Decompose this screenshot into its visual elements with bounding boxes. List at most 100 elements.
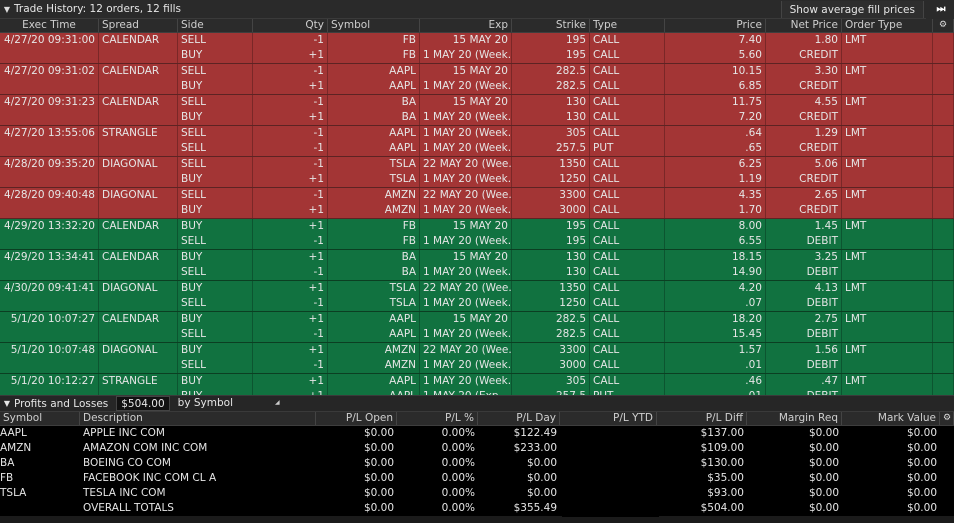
symbol-cell: AMZN [328, 203, 420, 218]
order-group[interactable]: 4/27/20 09:31:23 CALENDAR SELL -1 BA 15 MAY 2… [0, 95, 954, 126]
order-leg-row[interactable]: SELL -1 AMZN 1 MAY 20 (Week... 3000 CALL .01 DE… [0, 358, 954, 373]
order-leg-row[interactable]: 4/27/20 13:55:06 STRANGLE SELL -1 AAPL 1 MAY … [0, 126, 954, 141]
col-symbol[interactable]: Symbol [328, 19, 420, 32]
pl-row[interactable]: TSLA TESLA INC COM $0.00 0.00% $0.00 $93.00 $0… [0, 486, 954, 501]
mark-value-cell: $0.00 [906, 472, 937, 484]
spacer-cell [940, 486, 954, 501]
group-by-dropdown[interactable]: by Symbol ◢ [176, 396, 282, 411]
order-leg-row[interactable]: BUY +1 FB 1 MAY 20 (Week... 195 CALL 5.60 CREDI… [0, 48, 954, 63]
col-mark-value[interactable]: Mark Value [842, 412, 940, 425]
net-price-cell: CREDIT [766, 79, 842, 94]
col-pl-pct[interactable]: P/L % [397, 412, 478, 425]
exec-time-cell: 5/1/20 10:07:48 [0, 343, 99, 358]
side-cell: BUY [178, 312, 253, 327]
spacer-cell [933, 219, 954, 234]
order-group[interactable]: 4/27/20 13:55:06 STRANGLE SELL -1 AAPL 1 MAY … [0, 126, 954, 157]
order-leg-row[interactable]: 4/27/20 09:31:00 CALENDAR SELL -1 FB 15 MAY 2… [0, 33, 954, 48]
exp-cell: 22 MAY 20 (Wee... [420, 281, 512, 296]
order-group[interactable]: 4/29/20 13:32:20 CALENDAR BUY +1 FB 15 MAY 20… [0, 219, 954, 250]
order-group[interactable]: 5/1/20 10:07:48 DIAGONAL BUY +1 AMZN 22 MAY 2… [0, 343, 954, 374]
col-side[interactable]: Side [178, 19, 253, 32]
net-price-cell: DEBIT [766, 265, 842, 280]
pl-totals-row[interactable]: OVERALL TOTALS $0.00 0.00% $355.49 $504.00 $0… [0, 501, 954, 516]
qty-cell: +1 [253, 110, 328, 125]
order-leg-row[interactable]: 5/1/20 10:07:48 DIAGONAL BUY +1 AMZN 22 MAY 2… [0, 343, 954, 358]
order-leg-row[interactable]: SELL -1 AAPL 1 MAY 20 (Week... 257.5 PUT .65 CR… [0, 141, 954, 156]
order-group[interactable]: 4/28/20 09:35:20 DIAGONAL SELL -1 TSLA 22 MAY… [0, 157, 954, 188]
col-qty[interactable]: Qty [253, 19, 328, 32]
settings-gear-icon[interactable]: ⚙ [933, 19, 954, 32]
price-cell: 11.75 [665, 95, 766, 110]
pl-row[interactable]: BA BOEING CO COM $0.00 0.00% $0.00 $130.00 $0.… [0, 456, 954, 471]
pl-day-cell: $355.49 [513, 502, 557, 514]
panel-toggle-icon[interactable]: ⏭ [926, 0, 954, 19]
pl-header[interactable]: ▼ Profits and Losses $504.00 by Symbol ◢ [0, 395, 954, 412]
order-leg-row[interactable]: 4/28/20 09:40:48 DIAGONAL SELL -1 AMZN 22 MAY… [0, 188, 954, 203]
col-strike[interactable]: Strike [512, 19, 590, 32]
order-type-cell: LMT [842, 219, 933, 234]
symbol-cell: FB [328, 48, 420, 63]
qty-cell: +1 [253, 343, 328, 358]
col-pl-description[interactable]: Description [80, 412, 316, 425]
col-price[interactable]: Price [665, 19, 766, 32]
order-group[interactable]: 4/28/20 09:40:48 DIAGONAL SELL -1 AMZN 22 MAY… [0, 188, 954, 219]
order-leg-row[interactable]: 4/27/20 09:31:02 CALENDAR SELL -1 AAPL 15 MAY… [0, 64, 954, 79]
type-cell: CALL [590, 234, 665, 249]
pl-row[interactable]: FB FACEBOOK INC COM CL A $0.00 0.00% $0.00 $3… [0, 471, 954, 486]
order-leg-row[interactable]: SELL -1 TSLA 1 MAY 20 (Week... 1250 CALL .07 DE… [0, 296, 954, 311]
collapse-chevron-icon[interactable]: ▼ [3, 399, 11, 408]
col-pl-symbol[interactable]: Symbol [0, 412, 80, 425]
net-price-cell: 1.29 [766, 126, 842, 141]
exp-cell: 22 MAY 20 (Wee... [420, 157, 512, 172]
order-leg-row[interactable]: BUY +1 AMZN 1 MAY 20 (Week... 3000 CALL 1.70 CR… [0, 203, 954, 218]
col-pl-day[interactable]: P/L Day [478, 412, 560, 425]
order-group[interactable]: 4/30/20 09:41:41 DIAGONAL BUY +1 TSLA 22 MAY … [0, 281, 954, 312]
order-group[interactable]: 5/1/20 10:12:27 STRANGLE BUY +1 AAPL 1 MAY 20… [0, 374, 954, 395]
col-pl-open[interactable]: P/L Open [316, 412, 397, 425]
order-leg-row[interactable]: 4/29/20 13:34:41 CALENDAR BUY +1 BA 15 MAY 20… [0, 250, 954, 265]
col-order-type[interactable]: Order Type [842, 19, 933, 32]
order-leg-row[interactable]: 4/27/20 09:31:23 CALENDAR SELL -1 BA 15 MAY 2… [0, 95, 954, 110]
exp-cell: 22 MAY 20 (Wee... [420, 343, 512, 358]
order-leg-row[interactable]: 5/1/20 10:12:27 STRANGLE BUY +1 AAPL 1 MAY 20… [0, 374, 954, 389]
pl-row[interactable]: AAPL APPLE INC COM $0.00 0.00% $122.49 $137.0… [0, 426, 954, 441]
order-leg-row[interactable]: 4/28/20 09:35:20 DIAGONAL SELL -1 TSLA 22 MAY… [0, 157, 954, 172]
spread-cell: DIAGONAL [99, 343, 178, 358]
trade-history-header[interactable]: ▼ Trade History: 12 orders, 12 fills Sho… [0, 0, 954, 19]
order-group[interactable]: 4/27/20 09:31:00 CALENDAR SELL -1 FB 15 MAY 2… [0, 33, 954, 64]
order-leg-row[interactable]: 5/1/20 10:07:27 CALENDAR BUY +1 AAPL 15 MAY 2… [0, 312, 954, 327]
exec-time-cell [0, 358, 99, 373]
pl-settings-gear-icon[interactable]: ⚙ [940, 412, 954, 425]
order-leg-row[interactable]: 4/29/20 13:32:20 CALENDAR BUY +1 FB 15 MAY 20… [0, 219, 954, 234]
order-leg-row[interactable]: SELL -1 AAPL 1 MAY 20 (Week... 282.5 CALL 15.4… [0, 327, 954, 342]
col-net-price[interactable]: Net Price [766, 19, 842, 32]
net-price-cell: CREDIT [766, 141, 842, 156]
strike-cell: 257.5 [512, 141, 590, 156]
symbol-cell: FB [328, 219, 420, 234]
col-margin-req[interactable]: Margin Req [747, 412, 842, 425]
col-type[interactable]: Type [590, 19, 665, 32]
col-exp[interactable]: Exp [420, 19, 512, 32]
col-exec-time[interactable]: Exec Time [0, 19, 99, 32]
order-leg-row[interactable]: SELL -1 FB 1 MAY 20 (Week... 195 CALL 6.55 DEBI… [0, 234, 954, 249]
price-cell: 1.19 [665, 172, 766, 187]
col-pl-diff[interactable]: P/L Diff [657, 412, 747, 425]
order-leg-row[interactable]: BUY +1 TSLA 1 MAY 20 (Week... 1250 CALL 1.19 CR… [0, 172, 954, 187]
order-group[interactable]: 4/27/20 09:31:02 CALENDAR SELL -1 AAPL 15 MAY… [0, 64, 954, 95]
order-group[interactable]: 4/29/20 13:34:41 CALENDAR BUY +1 BA 15 MAY 20… [0, 250, 954, 281]
spread-cell: CALENDAR [99, 33, 178, 48]
pl-open-cell: $0.00 [363, 457, 394, 469]
order-leg-row[interactable]: 4/30/20 09:41:41 DIAGONAL BUY +1 TSLA 22 MAY … [0, 281, 954, 296]
collapse-chevron-icon[interactable]: ▼ [3, 4, 11, 14]
order-leg-row[interactable]: SELL -1 BA 1 MAY 20 (Week... 130 CALL 14.90 DEB… [0, 265, 954, 280]
col-spread[interactable]: Spread [99, 19, 178, 32]
order-leg-row[interactable]: BUY +1 BA 1 MAY 20 (Week... 130 CALL 7.20 CREDI… [0, 110, 954, 125]
order-group[interactable]: 5/1/20 10:07:27 CALENDAR BUY +1 AAPL 15 MAY 2… [0, 312, 954, 343]
pl-row[interactable]: AMZN AMAZON COM INC COM $0.00 0.00% $233.00 $… [0, 441, 954, 456]
exp-cell: 22 MAY 20 (Wee... [420, 188, 512, 203]
price-cell: 6.85 [665, 79, 766, 94]
show-average-fill-prices-button[interactable]: Show average fill prices [780, 1, 924, 18]
col-pl-ytd[interactable]: P/L YTD [560, 412, 657, 425]
order-leg-row[interactable]: BUY +1 AAPL 1 MAY 20 (Week... 282.5 CALL 6.85 C… [0, 79, 954, 94]
